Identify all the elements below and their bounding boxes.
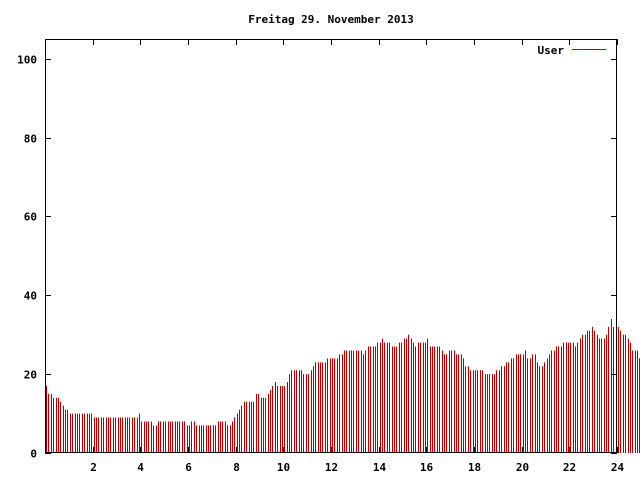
x-tick-label: 22 xyxy=(563,461,576,474)
chart-title: Freitag 29. November 2013 xyxy=(248,13,414,26)
y-tick-label: 20 xyxy=(24,369,37,382)
bar-series-user xyxy=(46,318,640,453)
x-tick-label: 6 xyxy=(185,461,192,474)
legend: User xyxy=(538,44,606,57)
x-tick-label: 4 xyxy=(137,461,144,474)
x-tick-label: 20 xyxy=(516,461,529,474)
legend-label-user: User xyxy=(538,44,565,57)
x-tick-label: 24 xyxy=(611,461,625,474)
x-tick-label: 10 xyxy=(277,461,290,474)
y-tick-label: 100 xyxy=(17,54,37,67)
x-tick-label: 18 xyxy=(468,461,481,474)
y-tick-label: 40 xyxy=(24,290,37,303)
y-tick-label: 0 xyxy=(30,448,37,461)
x-tick-label: 2 xyxy=(90,461,97,474)
y-tick-label: 60 xyxy=(24,211,37,224)
y-tick-label: 80 xyxy=(24,133,37,146)
x-tick-label: 14 xyxy=(373,461,387,474)
plot-frame xyxy=(45,39,617,453)
x-tick-label: 12 xyxy=(325,461,338,474)
x-tick-label: 8 xyxy=(233,461,240,474)
x-tick-label: 16 xyxy=(420,461,434,474)
axis-ticks xyxy=(45,39,618,454)
